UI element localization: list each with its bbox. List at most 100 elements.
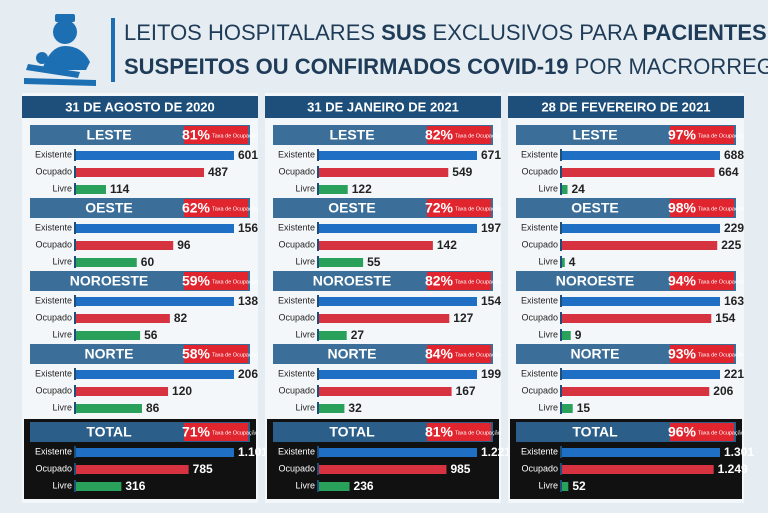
bar xyxy=(562,314,712,323)
bar xyxy=(562,151,720,160)
group-name: NORTE xyxy=(328,346,377,362)
bar xyxy=(562,185,568,194)
row-label: Ocupado xyxy=(521,239,558,249)
bar-value: 225 xyxy=(721,238,741,252)
row-label: Ocupado xyxy=(35,312,72,322)
bar-value: 55 xyxy=(367,255,381,269)
row-label: Livre xyxy=(295,329,315,339)
rate-caption: Taxa de Ocupação xyxy=(455,206,501,212)
rate-caption: Taxa de Ocupação xyxy=(212,279,258,285)
rate-value: 94% xyxy=(668,273,697,289)
group-name: LESTE xyxy=(329,127,374,143)
title-segment: SUSPEITOS OU CONFIRMADOS COVID-19 xyxy=(124,54,569,79)
rate-caption: Taxa de Ocupação xyxy=(212,430,258,436)
bar-value: 206 xyxy=(713,384,733,398)
bar-value: 4 xyxy=(569,255,576,269)
bar xyxy=(76,465,189,474)
row-label: Livre xyxy=(538,183,558,193)
row-label: Livre xyxy=(538,329,558,339)
rate-box xyxy=(184,126,248,144)
row-label: Ocupado xyxy=(35,463,72,473)
group-name: OESTE xyxy=(85,200,132,216)
bar-value: 82 xyxy=(174,311,188,325)
bar-value: 122 xyxy=(352,182,372,196)
row-label: Existente xyxy=(521,446,558,456)
bar xyxy=(562,465,714,474)
title-line: LEITOS HOSPITALARES SUS EXCLUSIVOS PARA … xyxy=(124,20,767,45)
row-label: Livre xyxy=(52,402,72,412)
group-name: OESTE xyxy=(571,200,618,216)
row-label: Livre xyxy=(52,329,72,339)
bar xyxy=(562,448,720,457)
row-label: Ocupado xyxy=(278,312,315,322)
bar xyxy=(319,448,477,457)
date-label: 31 DE AGOSTO DE 2020 xyxy=(65,99,215,114)
group-name: NORTE xyxy=(571,346,620,362)
row-label: Existente xyxy=(35,222,72,232)
rate-value: 97% xyxy=(668,127,697,143)
group-name: TOTAL xyxy=(572,424,618,440)
rate-box xyxy=(670,423,734,441)
rate-value: 62% xyxy=(182,200,211,216)
bar xyxy=(562,224,720,233)
title-segment: POR MACRORREGIÃO xyxy=(569,54,768,79)
title-segment: EXCLUSIVOS PARA xyxy=(426,20,642,45)
bar-value: 167 xyxy=(456,384,476,398)
bar xyxy=(562,331,571,340)
bar xyxy=(76,314,170,323)
bar-value: 221 xyxy=(724,367,744,381)
row-label: Existente xyxy=(521,149,558,159)
rate-value: 82% xyxy=(425,273,454,289)
bar xyxy=(562,168,715,177)
rate-box xyxy=(184,345,248,363)
date-label: 31 DE JANEIRO DE 2021 xyxy=(307,99,459,114)
rate-box xyxy=(427,272,491,290)
group-name: NORTE xyxy=(85,346,134,362)
row-label: Livre xyxy=(295,402,315,412)
group-name: LESTE xyxy=(86,127,131,143)
row-label: Ocupado xyxy=(521,166,558,176)
bar xyxy=(319,387,452,396)
bar-value: 52 xyxy=(572,479,586,493)
rate-caption: Taxa de Ocupação xyxy=(698,133,744,139)
row-label: Livre xyxy=(295,256,315,266)
bar xyxy=(562,297,720,306)
row-label: Livre xyxy=(538,402,558,412)
rate-value: 98% xyxy=(668,200,697,216)
date-header xyxy=(508,96,744,118)
bar xyxy=(76,241,174,250)
rate-box xyxy=(184,272,248,290)
rate-value: 72% xyxy=(425,200,454,216)
bar-value: 86 xyxy=(146,401,160,415)
row-label: Ocupado xyxy=(278,385,315,395)
rate-box xyxy=(184,423,248,441)
bar-value: 154 xyxy=(481,294,501,308)
bar xyxy=(319,404,345,413)
bar-value: 1.101 xyxy=(238,445,268,459)
bar-value: 549 xyxy=(452,165,472,179)
row-label: Existente xyxy=(521,295,558,305)
rate-box xyxy=(427,126,491,144)
row-label: Existente xyxy=(521,222,558,232)
bar xyxy=(319,241,433,250)
bar-value: 671 xyxy=(481,148,501,162)
row-label: Existente xyxy=(35,446,72,456)
bar xyxy=(562,404,573,413)
bar xyxy=(76,331,141,340)
row-label: Existente xyxy=(278,222,315,232)
rate-caption: Taxa de Ocupação xyxy=(212,206,258,212)
bar-value: 142 xyxy=(437,238,457,252)
rate-box xyxy=(670,199,734,217)
rate-caption: Taxa de Ocupação xyxy=(455,352,501,358)
bar-value: 664 xyxy=(718,165,738,179)
bar xyxy=(562,370,720,379)
group-name: LESTE xyxy=(572,127,617,143)
bar xyxy=(319,258,364,267)
bar-value: 56 xyxy=(144,328,158,342)
bar-value: 27 xyxy=(351,328,365,342)
bar xyxy=(562,387,710,396)
rate-value: 81% xyxy=(182,127,211,143)
title-segment: LEITOS HOSPITALARES xyxy=(124,20,381,45)
bar-value: 156 xyxy=(238,221,258,235)
group-name: NOROESTE xyxy=(70,273,149,289)
